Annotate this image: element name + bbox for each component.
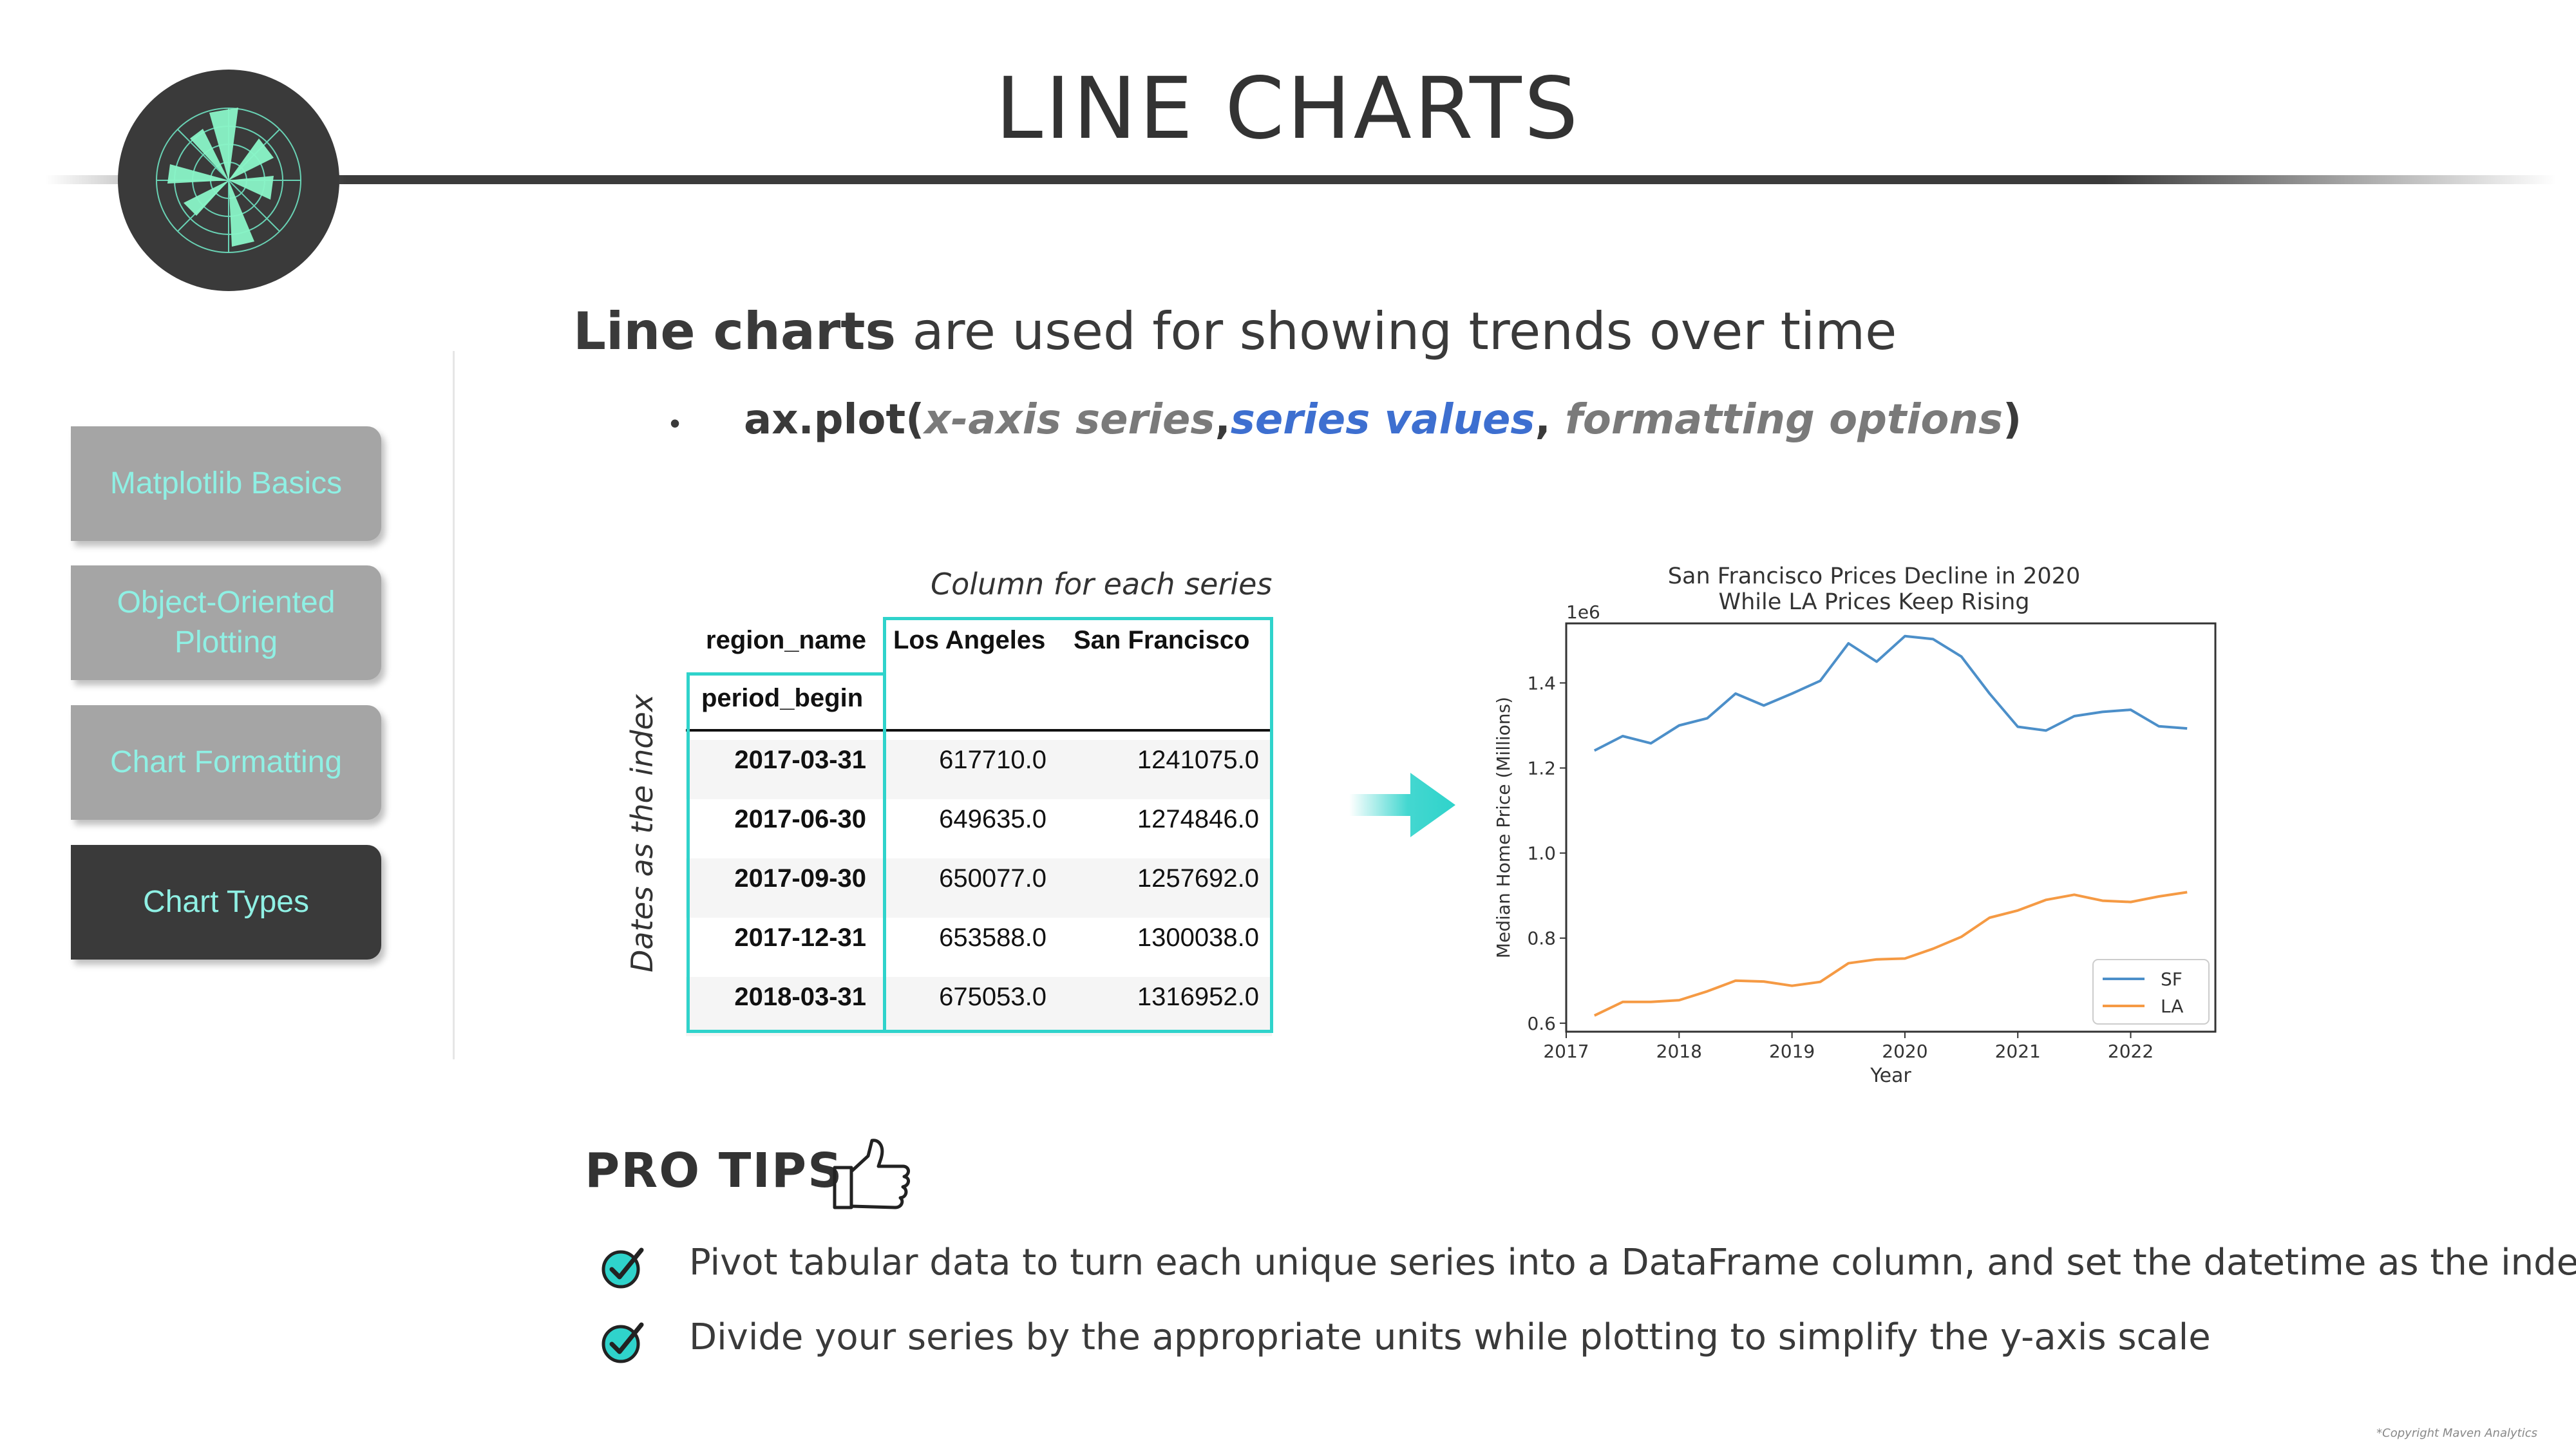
table-cell-sf: 1241075.0 [1137,746,1259,774]
legend-label: LA [2161,996,2183,1017]
sidebar-item-chart-types[interactable]: Chart Types [71,845,381,960]
logo-icon [118,70,339,291]
bullet: • [670,406,681,440]
table-cell-sf: 1257692.0 [1137,864,1259,893]
table-cell-sf: 1274846.0 [1137,805,1259,833]
chart-title-line-1: San Francisco Prices Decline in 2020 [1668,564,2080,589]
table-cell-sf: 1316952.0 [1137,983,1259,1011]
x-tick-label: 2019 [1769,1041,1815,1062]
headline-bold: Line charts [573,301,896,361]
y-axis-label: Median Home Price (Millions) [1493,697,1514,958]
line-chart: San Francisco Prices Decline in 2020 Whi… [1493,564,2217,1087]
legend-box [2092,959,2210,1025]
code-arg-x-axis: x-axis series [924,396,1215,444]
thumbs-up-icon [833,1139,910,1209]
y-tick-label: 1.0 [1527,843,1556,864]
y-axis: 0.6 0.8 1.0 1.2 1.4 [1527,672,1566,1034]
sidebar-item-object-oriented-plotting[interactable]: Object-Oriented Plotting [71,565,381,680]
y-tick-label: 1.4 [1527,672,1556,694]
column-header-la: Los Angeles [893,626,1046,654]
code-separator: , [1535,396,1566,444]
table-cell-sf: 1300038.0 [1137,923,1259,952]
columns-name: region_name [706,626,866,654]
pro-tips-title: PRO TIPS [585,1143,844,1198]
index-highlight [687,672,886,1033]
x-tick-label: 2020 [1882,1041,1927,1062]
code-arg-formatting: formatting options [1565,396,2003,444]
code-prefix: ax.plot( [744,396,925,444]
check-circle-icon [601,1322,644,1363]
tip-item [599,1316,647,1368]
x-axis: 2017 2018 2019 2020 2021 2022 [1543,1032,2154,1062]
tip-text: Pivot tabular data to turn each unique s… [689,1242,2576,1283]
code-syntax: ax.plot(x-axis series,series values, for… [744,396,2022,444]
code-separator: , [1215,396,1231,444]
y-tick-label: 0.6 [1527,1013,1556,1034]
x-tick-label: 2018 [1656,1041,1702,1062]
page-title: LINE CHARTS [995,59,1581,158]
x-tick-label: 2021 [1995,1041,2041,1062]
arrow-right-icon [1349,773,1455,837]
x-tick-label: 2017 [1543,1041,1589,1062]
sidebar-item-chart-formatting[interactable]: Chart Formatting [71,705,381,820]
table-row-stripe [686,858,1272,918]
column-note: Column for each series [931,567,1273,601]
sidebar-item-matplotlib-basics[interactable]: Matplotlib Basics [71,426,381,541]
sidebar-item-label: Chart Types [143,885,309,919]
y-tick-label: 1.2 [1527,758,1556,779]
column-header-sf: San Francisco [1074,626,1250,654]
y-tick-label: 0.8 [1527,928,1556,949]
dataframe-table: region_name Los Angeles San Francisco pe… [686,617,1273,1037]
sidebar-item-label: Matplotlib Basics [109,466,343,500]
index-name: period_begin [701,684,864,712]
x-axis-label: Year [1870,1065,1911,1087]
code-arg-values: series values [1230,396,1535,444]
table-cell-la: 649635.0 [939,805,1046,833]
table-row-stripe [686,740,1272,799]
table-row-stripe [686,977,1272,1036]
table-cell-la: 617710.0 [939,746,1046,774]
tip-text: Divide your series by the appropriate un… [689,1316,2211,1358]
table-cell-la: 653588.0 [939,923,1046,952]
sidebar-item-label: Object-Oriented Plotting [117,585,336,659]
table-row-date: 2017-09-30 [734,864,866,893]
tip-item [599,1242,647,1293]
columns-highlight [883,617,1273,1033]
series-line-sf [1593,634,2188,752]
headline-rest: are used for showing trends over time [896,301,1897,361]
sidebar-divider [453,351,455,1059]
check-circle-icon [601,1247,644,1289]
chart-title-line-2: While LA Prices Keep Rising [1718,589,2029,615]
headline: Line charts are used for showing trends … [573,301,1897,361]
index-note: Dates as the index [625,694,659,972]
series-group [1593,634,2188,1017]
chart-legend: SF LA [2092,959,2210,1025]
table-cell-la: 675053.0 [939,983,1046,1011]
table-row-date: 2017-12-31 [734,923,866,952]
header-rule [686,729,1272,732]
header-divider [45,175,2557,184]
series-line-la [1593,891,2188,1017]
x-tick-label: 2022 [2108,1041,2154,1062]
code-suffix: ) [2003,396,2022,444]
table-row-date: 2018-03-31 [734,983,866,1011]
plot-area [1565,622,2217,1033]
table-cell-la: 650077.0 [939,864,1046,893]
copyright-text: *Copyright Maven Analytics [2376,1426,2537,1440]
table-row-date: 2017-03-31 [734,746,866,774]
table-row-date: 2017-06-30 [734,805,866,833]
legend-label: SF [2161,969,2183,990]
sidebar-item-label: Chart Formatting [109,745,343,779]
y-multiplier-label: 1e6 [1566,601,1600,623]
